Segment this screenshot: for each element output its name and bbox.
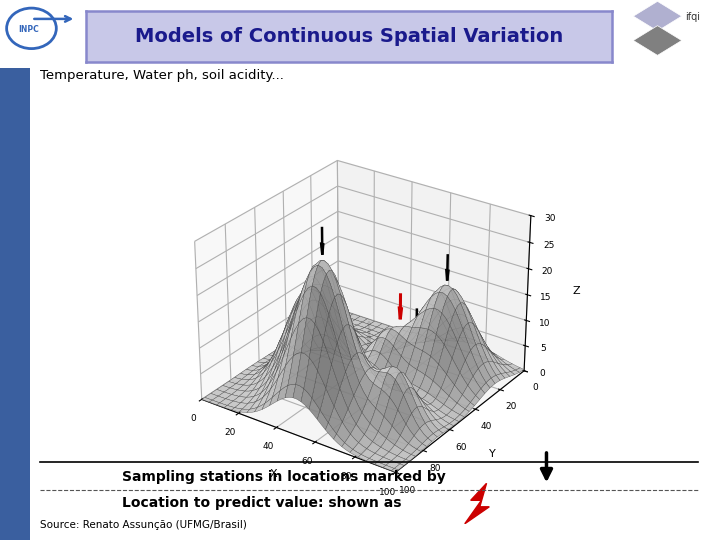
Y-axis label: Y: Y xyxy=(490,449,496,458)
Text: Models of Continuous Spatial Variation: Models of Continuous Spatial Variation xyxy=(135,27,563,46)
Text: Sampling stations in locations marked by: Sampling stations in locations marked by xyxy=(122,470,446,484)
Text: Location to predict value: shown as: Location to predict value: shown as xyxy=(122,496,402,510)
Text: INPC: INPC xyxy=(18,25,39,33)
Polygon shape xyxy=(634,2,682,31)
Text: Source: Renato Assunção (UFMG/Brasil): Source: Renato Assunção (UFMG/Brasil) xyxy=(40,520,246,530)
Polygon shape xyxy=(465,483,490,524)
Polygon shape xyxy=(634,25,682,56)
Text: Temperature, Water ph, soil acidity...: Temperature, Water ph, soil acidity... xyxy=(40,69,284,82)
X-axis label: X: X xyxy=(270,469,278,480)
Circle shape xyxy=(6,8,56,49)
Text: ifqi: ifqi xyxy=(685,12,700,22)
